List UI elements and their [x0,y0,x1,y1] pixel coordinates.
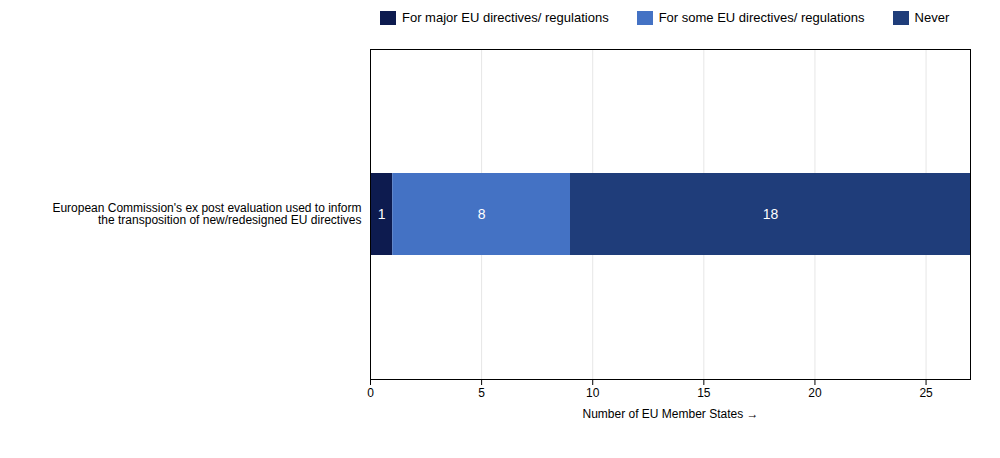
html-text:For some EU directives/ regula: For some EU directives/ regulations [658,10,865,25]
svg-text:10: 10 [586,386,600,400]
svg-text:25: 25 [919,386,933,400]
svg-text:5: 5 [478,386,485,400]
svg-text:0: 0 [367,386,374,400]
svg-text:18: 18 [763,206,779,222]
svg-text:1: 1 [378,206,386,222]
svg-text:8: 8 [478,206,486,222]
svg-text:Number of EU Member States →: Number of EU Member States → [582,407,758,421]
html-text:Never: Never [914,10,950,25]
svg-text:15: 15 [697,386,711,400]
svg-text:European Commission's ex post: European Commission's ex post evaluation… [52,201,361,227]
html-text:For major EU directives/ regul: For major EU directives/ regulations [402,10,609,25]
svg-text:20: 20 [808,386,822,400]
